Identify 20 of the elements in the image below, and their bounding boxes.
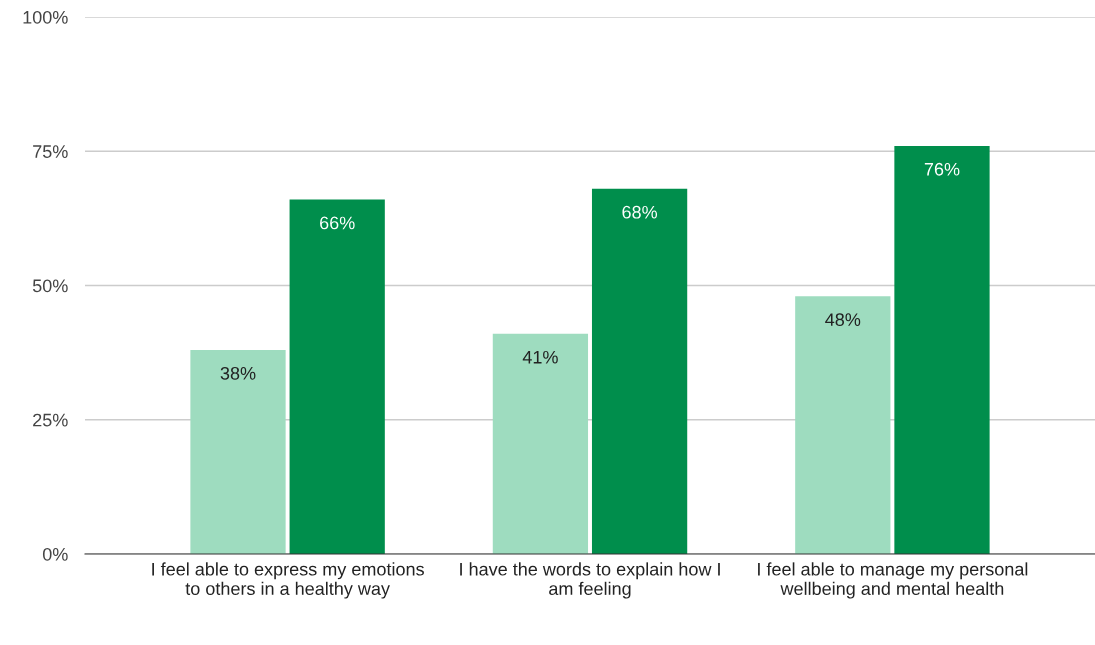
bar bbox=[289, 199, 385, 554]
data-label: 38% bbox=[220, 366, 256, 380]
x-tick-label: I have the words to explain how I am feeling bbox=[460, 562, 720, 599]
data-label: 48% bbox=[825, 313, 861, 326]
y-tick-label: 50% bbox=[32, 279, 68, 293]
bar bbox=[894, 145, 990, 554]
bar bbox=[492, 333, 589, 554]
data-label: 68% bbox=[622, 205, 658, 219]
y-tick-label: 0% bbox=[42, 547, 68, 561]
bar bbox=[591, 188, 688, 554]
x-tick-label: I feel able to manage my personal wellbeing and mental health bbox=[758, 562, 1028, 599]
y-tick-label: 25% bbox=[33, 413, 68, 427]
bar bbox=[795, 296, 891, 554]
data-label: 66% bbox=[320, 216, 355, 230]
y-tick-label: 100% bbox=[23, 10, 68, 24]
data-label: 41% bbox=[522, 350, 558, 364]
y-tick-label: 75% bbox=[33, 145, 68, 158]
bar bbox=[190, 349, 286, 554]
x-tick-label: I feel able to express my emotions to others in a healthy way bbox=[152, 562, 424, 599]
data-label: 76% bbox=[924, 162, 960, 176]
